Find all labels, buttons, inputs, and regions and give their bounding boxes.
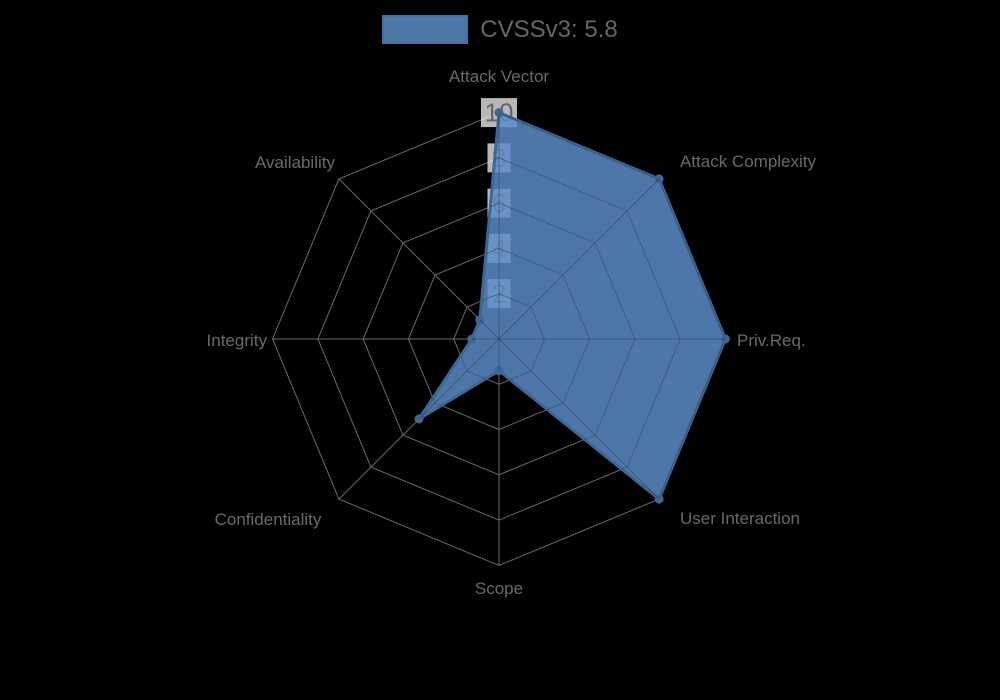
- legend-item[interactable]: CVSSv3: 5.8: [0, 15, 1000, 44]
- axis-label: Integrity: [207, 331, 268, 350]
- legend-swatch: [382, 15, 469, 44]
- axis-line-inner: [498, 338, 660, 500]
- axis-labels: Attack Vector Attack Complexity Priv.Req. U…: [207, 67, 817, 598]
- vertex-dot: [494, 108, 504, 118]
- vertex-dot: [475, 315, 485, 325]
- axis-label: Attack Vector: [449, 67, 549, 86]
- grid-ring-inner: [419, 157, 681, 500]
- axis-label: User Interaction: [680, 509, 800, 528]
- axis-line-inner: [498, 178, 660, 340]
- axis-label: Availability: [255, 153, 336, 172]
- vertex-dot: [720, 334, 730, 344]
- axis-line: [338, 178, 500, 340]
- vertex-dot: [467, 334, 477, 344]
- vertex-dot: [414, 414, 424, 424]
- vertex-dot: [654, 174, 664, 184]
- axis-label: Priv.Req.: [737, 331, 806, 350]
- axis-label: Attack Complexity: [680, 152, 817, 171]
- vertex-dot: [494, 366, 504, 376]
- axis-label: Confidentiality: [215, 510, 322, 529]
- vertex-dot: [654, 494, 664, 504]
- legend-label: CVSSv3: 5.8: [480, 15, 618, 43]
- axis-label: Scope: [475, 579, 523, 598]
- axis-line-inner: [419, 338, 500, 500]
